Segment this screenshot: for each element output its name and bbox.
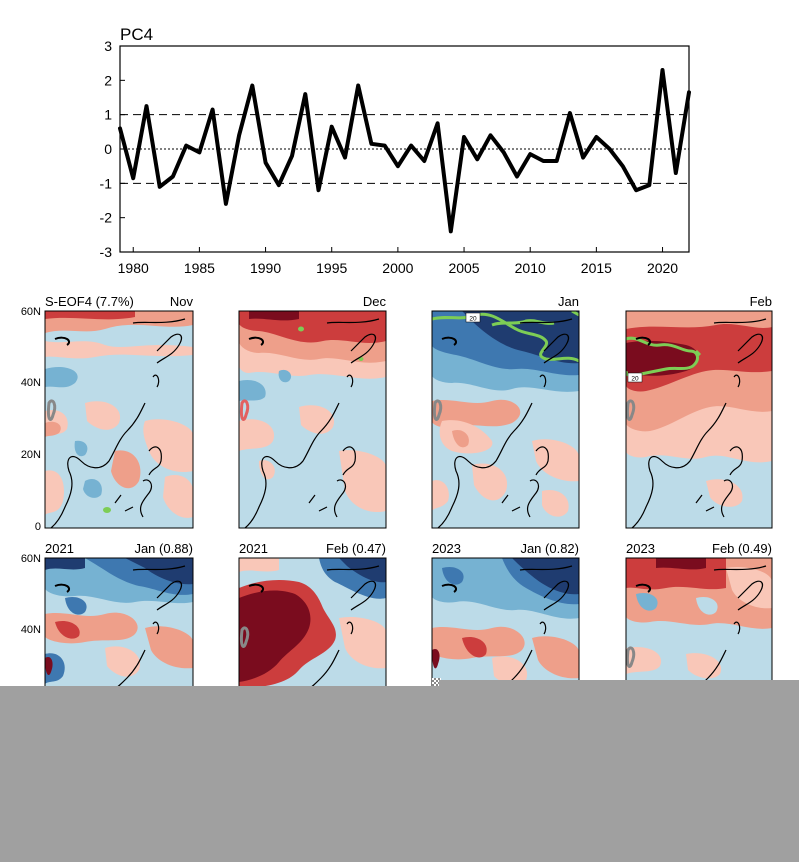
- x-tick-label: 1985: [184, 260, 215, 276]
- map-panel-2021-jan: 2021 Jan (0.88) 60N 40N: [21, 541, 194, 689]
- y-tick-label: -3: [100, 244, 113, 260]
- map-panel-feb: Feb 20: [625, 294, 773, 529]
- y-tick-label: 3: [104, 38, 112, 54]
- contour-label: 20: [469, 316, 477, 323]
- lat-tick-40n: 40N: [21, 377, 41, 389]
- x-tick-label: 2020: [647, 260, 678, 276]
- panel-left-label: S-EOF4 (7.7%): [45, 294, 134, 309]
- map-2023-jan-field: [432, 558, 579, 688]
- chart-title: PC4: [120, 25, 153, 44]
- panel-right-label: Jan: [558, 294, 579, 309]
- map-row-composites: S-EOF4 (7.7%) Nov: [21, 294, 773, 533]
- map-panel-jan: Jan 20: [431, 294, 580, 529]
- lat-tick-20n: 20N: [21, 449, 41, 461]
- map-row-years: 2021 Jan (0.88) 60N 40N: [21, 541, 773, 689]
- gray-occlusion-notch: [439, 680, 799, 688]
- x-axis-ticks: 1980 1985 1990 1995 2000 2005 2010 2015 2020: [118, 247, 678, 276]
- x-tick-label: 2005: [448, 260, 479, 276]
- map-panel-nov: S-EOF4 (7.7%) Nov: [21, 294, 194, 533]
- map-frame: [431, 310, 580, 529]
- lat-tick-60n: 60N: [21, 306, 41, 318]
- panel-right-label: Jan (0.88): [134, 541, 193, 556]
- map-feb-field: 20: [626, 311, 772, 528]
- panel-left-label: 2021: [239, 541, 268, 556]
- map-panel-2023-jan: 2023 Jan (0.82): [431, 541, 580, 689]
- panel-right-label: Feb (0.49): [712, 541, 772, 556]
- x-tick-label: 2015: [581, 260, 612, 276]
- latitude-ticks: 60N 40N: [21, 553, 41, 636]
- map-frame: [44, 310, 194, 529]
- x-tick-label: 1980: [118, 260, 149, 276]
- reference-lines: [120, 114, 689, 184]
- x-tick-label: 1990: [250, 260, 281, 276]
- map-panel-dec: Dec: [238, 294, 387, 529]
- map-dec-field: [239, 311, 386, 528]
- map-panel-2021-feb: 2021 Feb (0.47): [238, 541, 387, 689]
- map-frame: [625, 310, 773, 529]
- hatched-region: [432, 678, 441, 687]
- y-tick-label: -1: [100, 175, 113, 191]
- gray-occlusion-area: [0, 686, 799, 862]
- lat-tick-40n: 40N: [21, 624, 41, 636]
- latitude-ticks: 60N 40N 20N 0: [21, 306, 41, 533]
- lat-tick-60n: 60N: [21, 553, 41, 565]
- panel-right-label: Dec: [363, 294, 387, 309]
- y-tick-label: -2: [100, 210, 113, 226]
- map-2021-feb-field: [239, 558, 386, 688]
- contour-label: 20: [631, 376, 639, 383]
- map-frame: [238, 310, 387, 529]
- panel-right-label: Feb: [750, 294, 772, 309]
- panel-right-label: Feb (0.47): [326, 541, 386, 556]
- map-nov-field: [45, 311, 193, 528]
- panel-left-label: 2021: [45, 541, 74, 556]
- map-panel-2023-feb: 2023 Feb (0.49): [625, 541, 773, 689]
- y-tick-label: 1: [104, 107, 112, 123]
- lat-tick-0: 0: [35, 521, 41, 533]
- pc4-series-line: [118, 68, 691, 234]
- panel-right-label: Jan (0.82): [520, 541, 579, 556]
- x-tick-label: 2000: [382, 260, 413, 276]
- x-tick-label: 2010: [515, 260, 546, 276]
- map-jan-field: 20: [432, 311, 579, 528]
- panel-left-label: 2023: [626, 541, 655, 556]
- pc4-time-series-chart: PC4 3 2 1 0 -1 -2 -3 1980 1985 1990 1995 2000 2005 2…: [100, 25, 691, 276]
- x-tick-label: 1995: [316, 260, 347, 276]
- y-axis-ticks: 3 2 1 0 -1 -2 -3: [100, 38, 125, 260]
- y-tick-label: 0: [104, 141, 112, 157]
- y-tick-label: 2: [104, 72, 112, 88]
- panel-left-label: 2023: [432, 541, 461, 556]
- map-2021-jan-field: [45, 558, 193, 688]
- map-2023-feb-field: [626, 558, 772, 688]
- panel-right-label: Nov: [170, 294, 194, 309]
